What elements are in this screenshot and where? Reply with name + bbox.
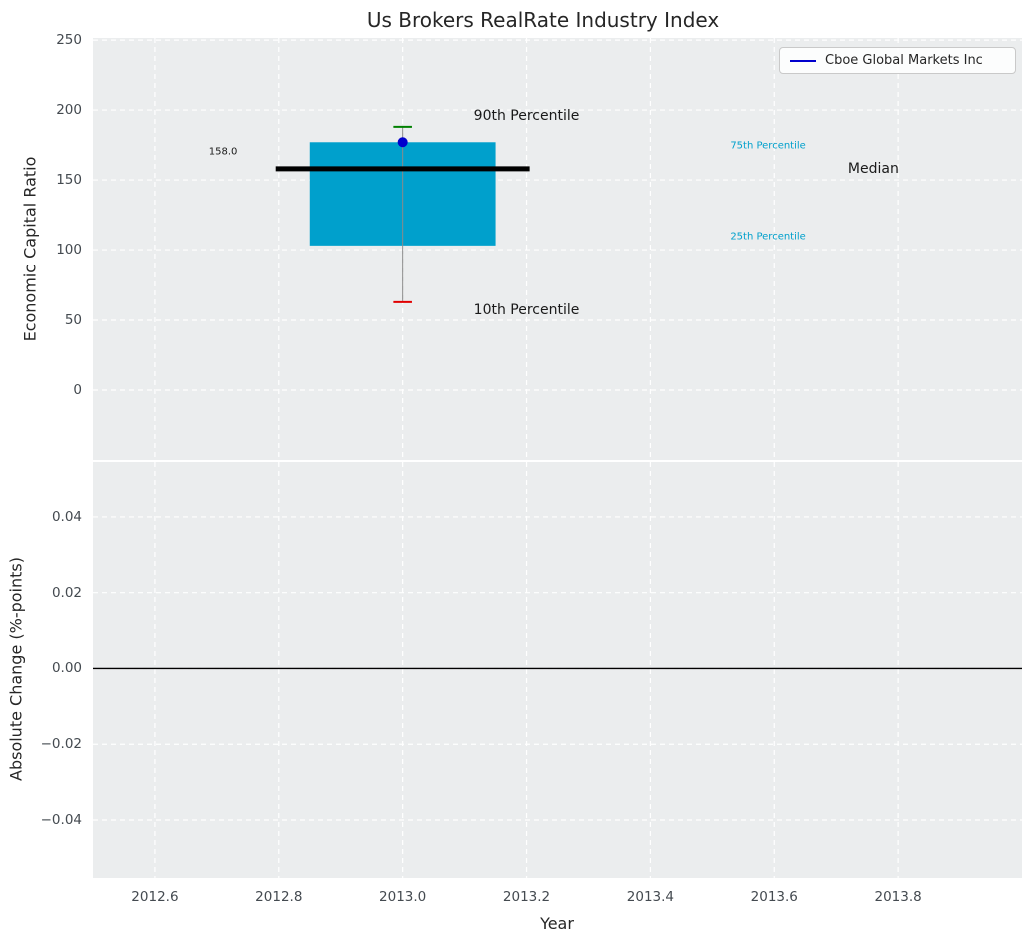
y-tick-label: 0.02 <box>51 584 82 601</box>
x-tick-label: 2013.8 <box>874 889 922 905</box>
x-tick-label: 2013.2 <box>502 889 551 905</box>
bottom-y-axis-label: Absolute Change (%-points) <box>6 557 26 781</box>
y-tick-label: 150 <box>56 172 82 189</box>
x-axis-label: Year <box>540 914 574 933</box>
x-tick-label: 2013.6 <box>750 889 798 905</box>
chart-title: Us Brokers RealRate Industry Index <box>366 8 720 32</box>
x-tick-label: 2013.4 <box>626 889 675 905</box>
annotation-10th-percentile: 10th Percentile <box>473 302 580 319</box>
legend-label: Cboe Global Markets Inc <box>825 53 983 68</box>
top-y-axis-label: Economic Capital Ratio <box>20 156 40 342</box>
annotation-75th-percentile: 75th Percentile <box>730 140 806 152</box>
y-tick-label: 200 <box>56 102 82 119</box>
y-tick-label: 0 <box>73 382 82 399</box>
company-point <box>397 137 408 148</box>
legend: Cboe Global Markets Inc <box>779 47 1016 74</box>
y-tick-label: 0.04 <box>51 508 82 525</box>
y-tick-label: −0.02 <box>40 736 82 753</box>
legend-line-swatch <box>790 59 816 62</box>
annotation-90th-percentile: 90th Percentile <box>473 107 580 124</box>
annotation-25th-percentile: 25th Percentile <box>730 231 806 243</box>
x-tick-label: 2012.6 <box>131 889 179 905</box>
annotation-median: Median <box>847 160 899 177</box>
bottom-plot-area <box>93 462 1022 878</box>
y-tick-label: −0.04 <box>40 812 82 829</box>
y-tick-label: 0.00 <box>51 660 82 677</box>
y-tick-label: 100 <box>56 242 82 259</box>
y-tick-label: 50 <box>64 312 82 329</box>
x-tick-label: 2013.0 <box>379 889 427 905</box>
annotation-158-0: 158.0 <box>208 146 238 158</box>
y-tick-label: 250 <box>56 32 82 49</box>
x-tick-label: 2012.8 <box>255 889 303 905</box>
